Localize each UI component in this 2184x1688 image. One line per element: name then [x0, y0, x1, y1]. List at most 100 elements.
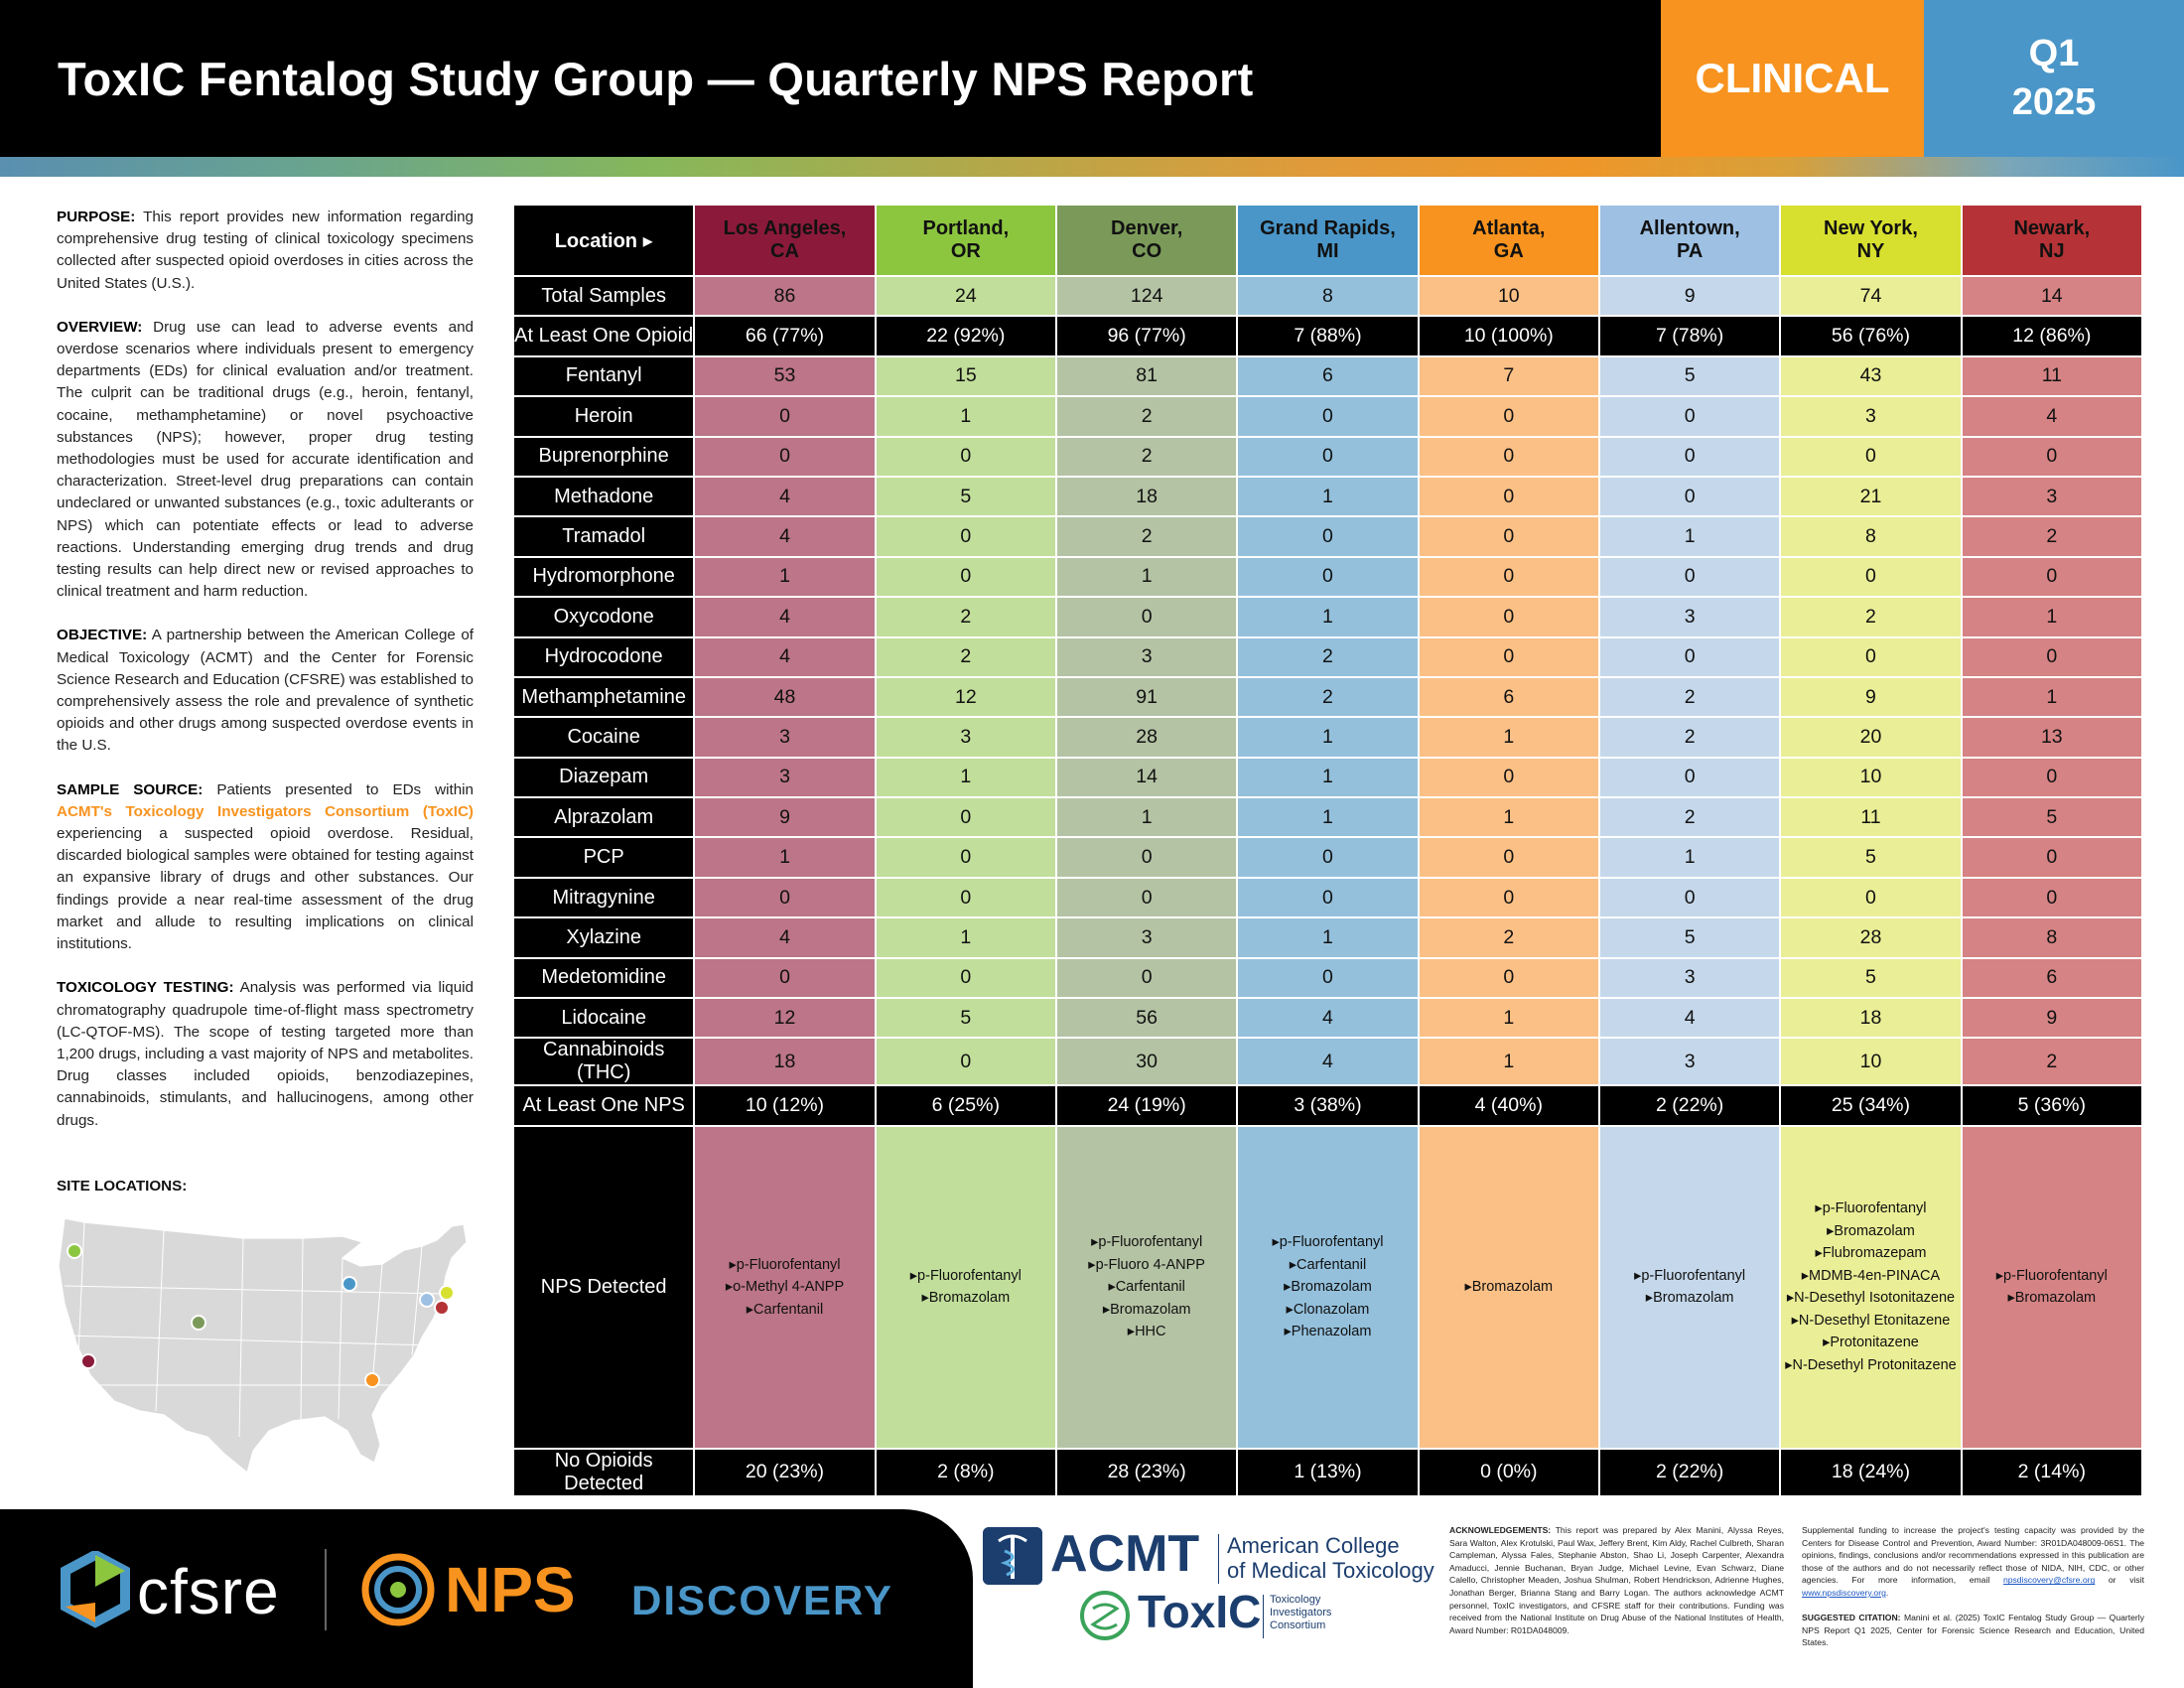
- or-visit-text: or visit: [2108, 1575, 2144, 1586]
- table-cell: 1: [1238, 598, 1418, 636]
- site-marker-newark: [434, 1300, 450, 1316]
- toxic-sub-line-3: Consortium: [1270, 1619, 1326, 1631]
- table-row: Tramadol 4 0 2 0 0 1 8 2: [514, 517, 2141, 556]
- table-cell: 20: [1781, 718, 1961, 757]
- nps-item: ▸Carfentanil: [1289, 1256, 1367, 1273]
- table-cell: 0: [1419, 758, 1598, 797]
- table-cell: 0: [1962, 437, 2141, 476]
- objective-paragraph: OBJECTIVE: A partnership between the Ame…: [57, 625, 474, 757]
- table-cell: 43: [1781, 356, 1961, 396]
- us-map-outline: [58, 1217, 468, 1475]
- row-label: Buprenorphine: [514, 437, 694, 476]
- city-name: Portland,: [922, 217, 1010, 239]
- supplemental-funding-block: Supplemental funding to increase the pro…: [1802, 1525, 2145, 1648]
- table-cell: 2 (22%): [1599, 1449, 1780, 1495]
- table-cell: 3 (38%): [1238, 1086, 1418, 1125]
- row-label: Fentanyl: [514, 356, 694, 396]
- table-cell: 2: [1056, 437, 1237, 476]
- row-label: Xylazine: [514, 918, 694, 957]
- table-cell: 5: [1962, 798, 2141, 837]
- table-cell: 1: [695, 557, 875, 597]
- us-site-map: [58, 1217, 468, 1475]
- table-cell: 8: [1962, 918, 2141, 957]
- city-state: MI: [1316, 240, 1339, 262]
- table-cell: 0: [1962, 637, 2141, 676]
- color-stripe: [0, 157, 2184, 177]
- overview-text: Drug use can lead to adverse events and …: [57, 318, 474, 601]
- acmt-name-line-2: of Medical Toxicology: [1227, 1558, 1434, 1583]
- table-row: At Least One Opioid 66 (77%) 22 (92%) 96 (7…: [514, 317, 2141, 355]
- table-cell: 4: [1238, 999, 1418, 1038]
- table-cell: 4: [695, 477, 875, 516]
- table-cell: 1: [1056, 798, 1237, 837]
- table-cell: 0: [1238, 517, 1418, 556]
- objective-label: OBJECTIVE:: [57, 627, 148, 644]
- table-cell: 0: [1599, 437, 1780, 476]
- nps-item: ▸N-Desethyl Protonitazene: [1785, 1356, 1957, 1373]
- site-marker-allentown: [419, 1292, 435, 1308]
- table-row: PCP 1 0 0 0 0 1 5 0: [514, 838, 2141, 877]
- table-cell: 2 (14%): [1962, 1449, 2141, 1495]
- row-label: Cocaine: [514, 718, 694, 757]
- acmt-full-name: American College of Medical Toxicology: [1227, 1533, 1434, 1583]
- table-cell: 0: [876, 798, 1055, 837]
- table-cell: 4: [695, 918, 875, 957]
- table-cell: 56: [1056, 999, 1237, 1038]
- acknowledgements-text: This report was prepared by Alex Manini,…: [1449, 1525, 1784, 1635]
- table-cell: 8: [1238, 277, 1418, 316]
- table-cell: 0: [1962, 758, 2141, 797]
- nps-list-cell: ▸Bromazolam: [1419, 1126, 1598, 1448]
- table-cell: 1: [1238, 477, 1418, 516]
- row-label: Oxycodone: [514, 598, 694, 636]
- table-cell: 5: [1599, 356, 1780, 396]
- nps-item: ▸p-Fluorofentanyl: [1815, 1200, 1927, 1217]
- city-name: New York,: [1824, 217, 1918, 239]
- nps-list-cell: ▸p-Fluorofentanyl ▸Carfentanil ▸Bromazolam…: [1238, 1126, 1418, 1448]
- table-cell: 1: [876, 397, 1055, 436]
- table-cell: 0: [1238, 838, 1418, 877]
- year-label: 2025: [2011, 81, 2097, 123]
- table-cell: 1: [876, 918, 1055, 957]
- table-cell: 0: [1962, 838, 2141, 877]
- table-cell: 2: [1599, 798, 1780, 837]
- nps-item: ▸MDMB-4en-PINACA: [1801, 1267, 1941, 1284]
- table-cell: 12: [876, 677, 1055, 717]
- table-cell: 0: [1056, 598, 1237, 636]
- table-cell: 1: [1962, 677, 2141, 717]
- category-badge: CLINICAL: [1661, 0, 1924, 157]
- table-cell: 1: [1238, 918, 1418, 957]
- table-cell: 14: [1962, 277, 2141, 316]
- table-cell: 9: [1962, 999, 2141, 1038]
- cfsre-logo-icon: [61, 1551, 130, 1628]
- table-cell: 18: [1056, 477, 1237, 516]
- table-cell: 0: [1962, 878, 2141, 917]
- table-cell: 28: [1781, 918, 1961, 957]
- page-title: ToxIC Fentalog Study Group — Quarterly N…: [58, 53, 1254, 105]
- contact-email-link[interactable]: npsdiscovery@cfsre.org: [2002, 1575, 2096, 1586]
- table-cell: 0: [1419, 517, 1598, 556]
- table-cell: 11: [1781, 798, 1961, 837]
- discovery-wordmark: DISCOVERY: [631, 1577, 893, 1623]
- nps-detected-row: NPS Detected ▸p-Fluorofentanyl ▸o-Methyl 4…: [514, 1126, 2141, 1448]
- table-cell: 5: [876, 999, 1055, 1038]
- toxic-consortium-link[interactable]: ACMT's Toxicology Investigators Consorti…: [57, 802, 474, 820]
- table-cell: 0: [1781, 637, 1961, 676]
- nps-list-cell: ▸p-Fluorofentanyl ▸Bromazolam: [1599, 1126, 1780, 1448]
- website-link[interactable]: www.npsdiscovery.org: [1802, 1587, 1886, 1598]
- table-cell: 20 (23%): [695, 1449, 875, 1495]
- table-cell: 2: [1419, 918, 1598, 957]
- table-row: Buprenorphine 0 0 2 0 0 0 0 0: [514, 437, 2141, 476]
- nps-item: ▸Carfentanil: [1108, 1279, 1185, 1296]
- table-cell: 3: [1962, 477, 2141, 516]
- toxic-divider: [1263, 1595, 1264, 1638]
- table-cell: 0: [1238, 397, 1418, 436]
- nps-item: ▸p-Fluoro 4-ANPP: [1088, 1256, 1205, 1273]
- table-cell: 4: [695, 517, 875, 556]
- nps-item: ▸Protonitazene: [1823, 1335, 1919, 1351]
- table-cell: 28: [1056, 718, 1237, 757]
- table-cell: 1: [1238, 718, 1418, 757]
- table-cell: 0: [1781, 557, 1961, 597]
- site-marker-atlanta: [364, 1372, 380, 1388]
- sample-source-pre: Patients presented to EDs within: [216, 780, 474, 798]
- acknowledgements-label: ACKNOWLEDGEMENTS:: [1449, 1525, 1552, 1535]
